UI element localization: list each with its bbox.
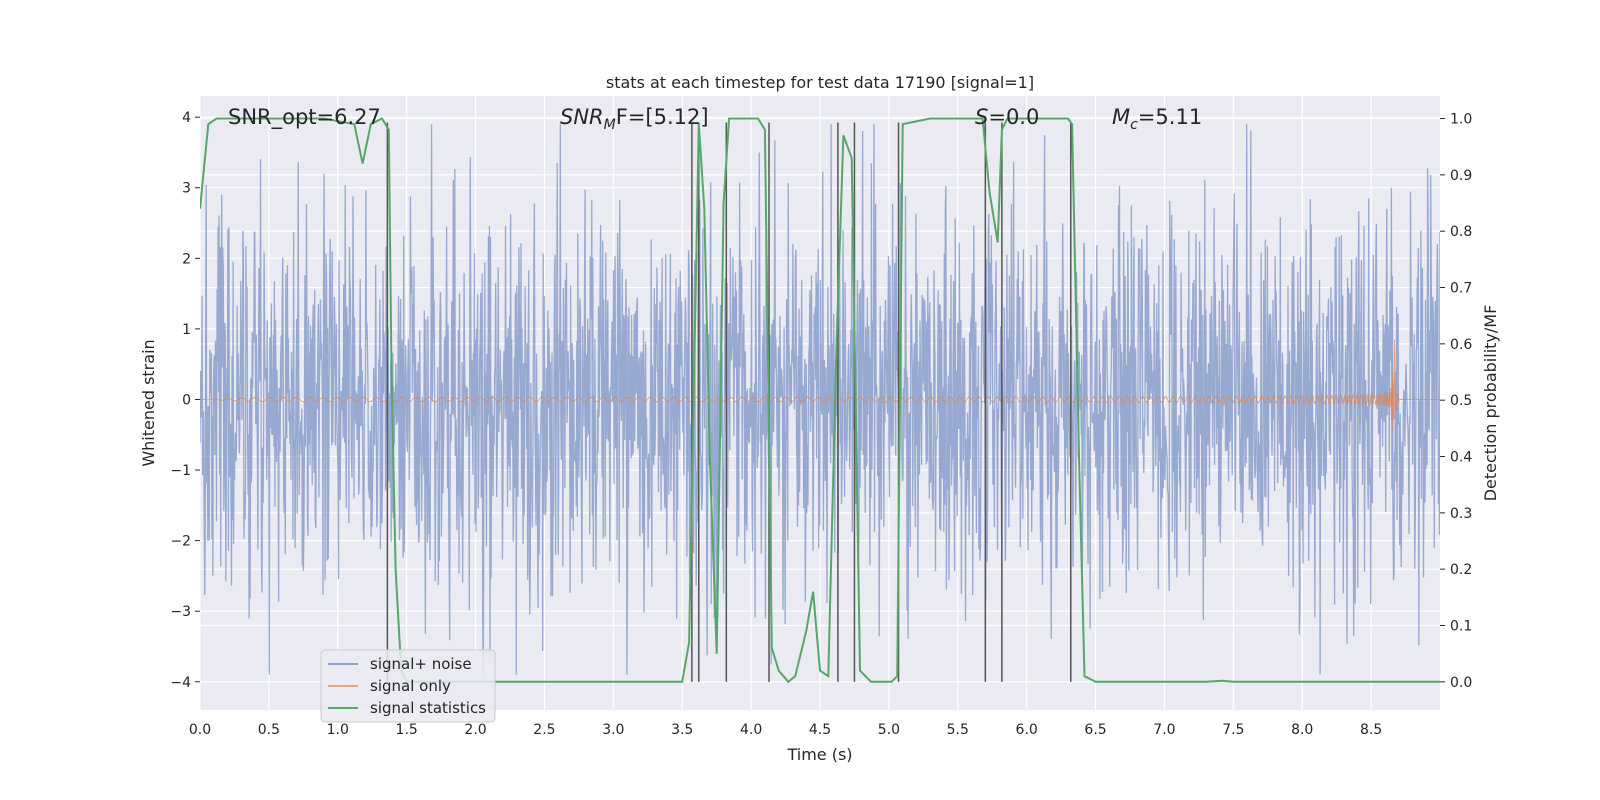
y-left-tick-label-2: 2 <box>182 251 191 267</box>
y-right-axis-label: Detection probability/MF <box>1481 305 1500 502</box>
x-tick-label-15: 7.5 <box>1222 722 1244 738</box>
y-right-tick-label-5: 0.5 <box>1450 393 1472 409</box>
x-tick-label-10: 5.0 <box>878 722 900 738</box>
x-tick-label-4: 2.0 <box>464 722 486 738</box>
x-tick-label-5: 2.5 <box>533 722 555 738</box>
legend: signal+ noise signal only signal statist… <box>320 649 496 723</box>
x-tick-label-2: 1.0 <box>327 722 349 738</box>
y-right-tick-label-0: 1.0 <box>1450 112 1472 128</box>
x-tick-label-14: 7.0 <box>1153 722 1175 738</box>
y-left-axis-label: Whitened strain <box>139 339 158 466</box>
y-left-tick-label-8: −4 <box>170 675 191 691</box>
y-left-tick-label-7: −3 <box>170 604 191 620</box>
y-right-tick-label-2: 0.8 <box>1450 224 1472 240</box>
signal-only-line <box>200 339 1440 433</box>
y-right-tick-label-6: 0.4 <box>1450 450 1472 466</box>
y-left-axis-ticks: 4 3 2 1 0 −1 −2 −3 −4 <box>170 110 200 691</box>
x-tick-label-0: 0.0 <box>189 722 211 738</box>
x-axis-ticks: 0.0 0.5 1.0 1.5 2.0 2.5 3.0 3.5 4.0 4.5 5.0 5.5 6.0 6… <box>189 722 1382 738</box>
x-tick-label-7: 3.5 <box>671 722 693 738</box>
series-signal-statistics <box>200 117 1440 684</box>
y-right-axis-ticks: 1.0 0.9 0.8 0.7 0.6 0.5 0.4 0.3 0.2 0.1 0.0 <box>1440 112 1472 691</box>
signal-statistics-line <box>200 117 1440 684</box>
y-right-tick-label-10: 0.0 <box>1450 675 1472 691</box>
y-left-tick-label-3: 1 <box>182 322 191 338</box>
y-left-tick-label-0: 4 <box>182 110 191 126</box>
y-left-tick-label-5: −1 <box>170 463 191 479</box>
chart-title: stats at each timestep for test data 171… <box>606 73 1034 92</box>
y-left-tick-label-1: 3 <box>182 181 191 197</box>
x-tick-label-8: 4.0 <box>740 722 762 738</box>
signal-noise-line <box>200 124 1440 675</box>
x-tick-label-16: 8.0 <box>1291 722 1313 738</box>
x-tick-label-9: 4.5 <box>809 722 831 738</box>
annotation-s: S=0.0 <box>975 105 1039 129</box>
y-right-tick-label-4: 0.6 <box>1450 337 1472 353</box>
x-tick-label-1: 0.5 <box>258 722 280 738</box>
y-right-tick-label-3: 0.7 <box>1450 281 1472 297</box>
y-right-tick-label-7: 0.3 <box>1450 506 1472 522</box>
series-signal-only <box>200 339 1440 433</box>
x-tick-label-3: 1.5 <box>396 722 418 738</box>
x-tick-label-11: 5.5 <box>947 722 969 738</box>
legend-label-noise: signal+ noise <box>370 655 472 673</box>
x-tick-label-13: 6.5 <box>1084 722 1106 738</box>
y-right-tick-label-1: 0.9 <box>1450 168 1472 184</box>
legend-box <box>320 649 496 723</box>
series-signal-noise <box>200 124 1440 675</box>
legend-label-signal: signal only <box>370 677 451 695</box>
x-tick-label-17: 8.5 <box>1360 722 1382 738</box>
x-tick-label-6: 3.0 <box>602 722 624 738</box>
y-right-tick-label-9: 0.1 <box>1450 619 1472 635</box>
y-left-tick-label-6: −2 <box>170 534 191 550</box>
annotation-snr-mf: SNRMF=[5.12] <box>560 105 709 133</box>
annotation-mc: Mc=5.11 <box>1112 105 1202 133</box>
x-axis-label: Time (s) <box>786 745 852 764</box>
x-tick-label-12: 6.0 <box>1016 722 1038 738</box>
legend-label-stats: signal statistics <box>370 699 486 717</box>
annotation-snr-opt: SNR_opt=6.27 <box>228 105 381 130</box>
y-right-tick-label-8: 0.2 <box>1450 562 1472 578</box>
y-left-tick-label-4: 0 <box>182 392 191 408</box>
